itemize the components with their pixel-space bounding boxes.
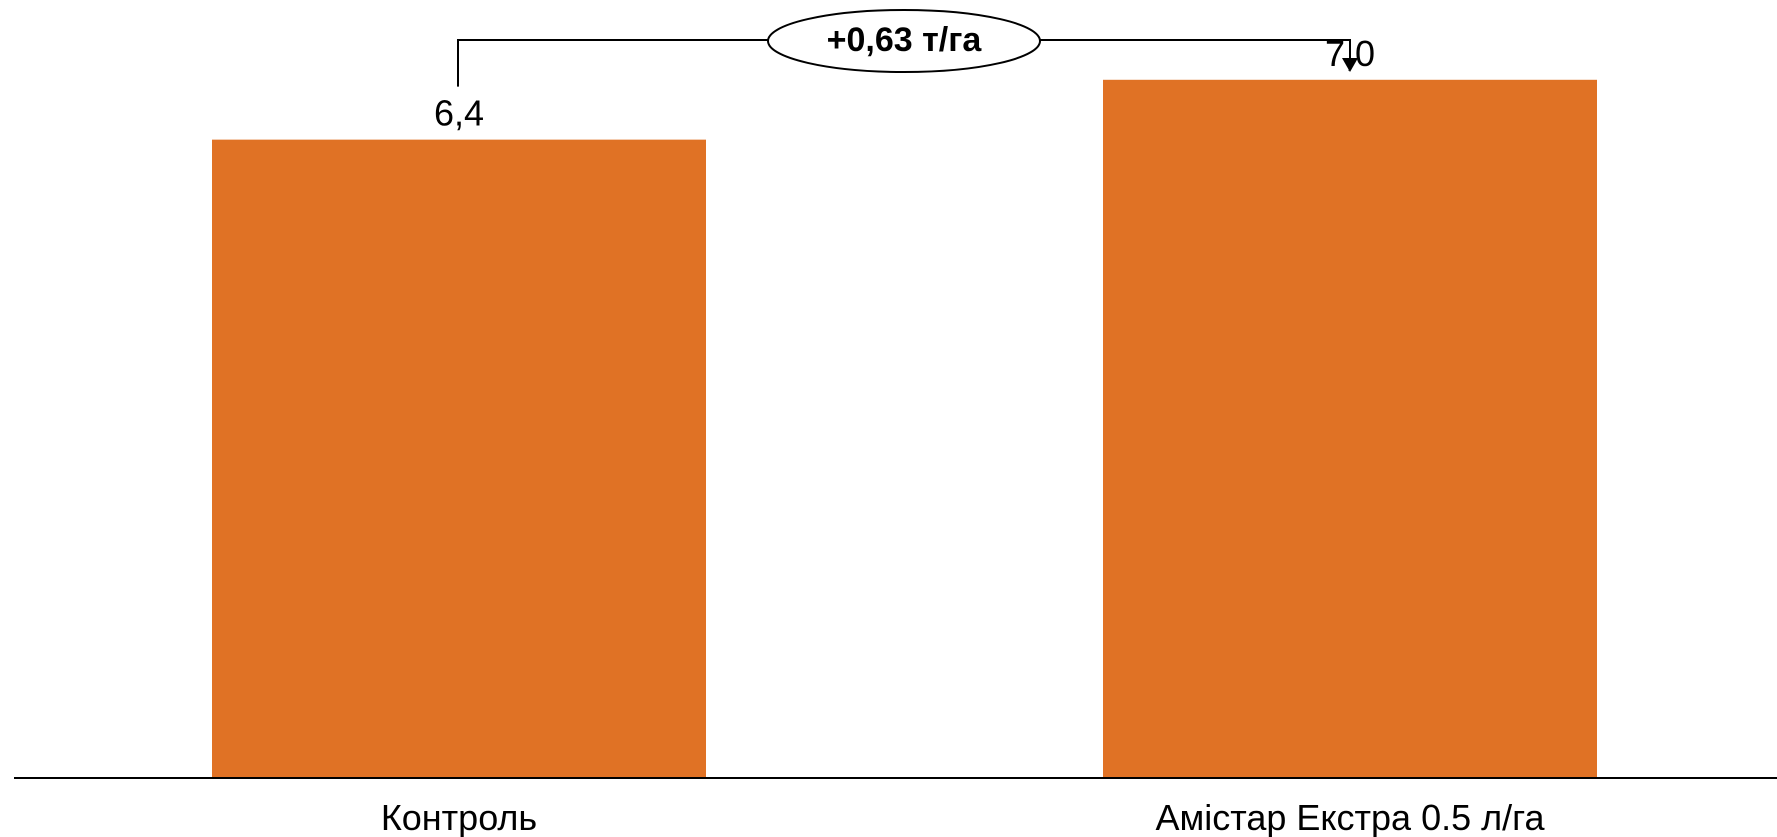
arrow-down-icon bbox=[1342, 58, 1358, 72]
difference-annotation: +0,63 т/га bbox=[457, 9, 1358, 87]
category-label-1: Контроль bbox=[381, 797, 537, 837]
difference-badge-label: +0,63 т/га bbox=[827, 21, 983, 59]
bars-layer bbox=[212, 79, 1597, 779]
bar-1 bbox=[212, 139, 706, 779]
difference-badge bbox=[767, 9, 1041, 73]
category-label-2: Амістар Екстра 0.5 л/га bbox=[1155, 797, 1545, 837]
bar-2 bbox=[1103, 79, 1597, 779]
bar-value-label-1: 6,4 bbox=[434, 93, 484, 134]
